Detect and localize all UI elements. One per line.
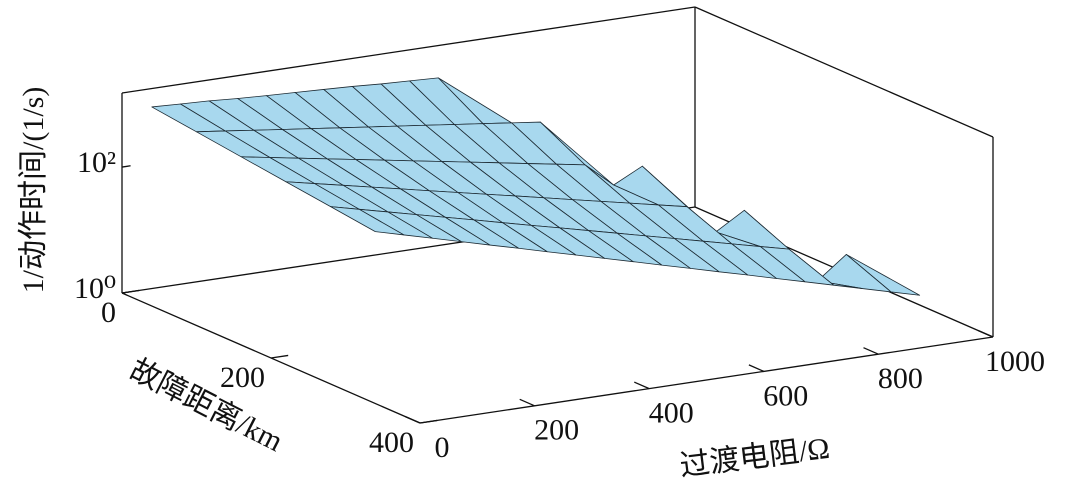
axis-box	[121, 6, 696, 94]
z-axis-label: 1/动作时间/(1/s)	[17, 87, 50, 294]
x-tick-label: 200	[534, 414, 579, 447]
x-tick	[519, 398, 535, 407]
y-tick	[270, 354, 289, 359]
x-tick-label: 600	[763, 379, 808, 412]
x-tick	[863, 347, 879, 355]
z-tick-label: 10⁰	[74, 272, 116, 305]
x-tick-label: 0	[435, 431, 450, 464]
axis-line	[419, 336, 994, 424]
z-tick	[121, 165, 131, 168]
x-tick	[977, 329, 994, 338]
z-tick	[121, 291, 131, 294]
z-tick-label: 10²	[77, 146, 116, 179]
x-tick-label: 1000	[985, 345, 1045, 378]
y-tick-label: 400	[369, 426, 414, 459]
y-tick	[419, 419, 438, 424]
x-tick	[404, 415, 421, 424]
surface-patch	[330, 206, 405, 236]
axis-box	[694, 6, 994, 138]
x-axis-label: 过渡电阻/Ω	[678, 432, 832, 483]
x-tick	[634, 381, 650, 390]
x-tick-label: 400	[649, 396, 694, 429]
y-tick-label: 200	[220, 361, 265, 394]
x-tick-label: 800	[878, 362, 923, 395]
x-tick	[748, 364, 765, 372]
y-tick-label: 0	[101, 296, 116, 329]
